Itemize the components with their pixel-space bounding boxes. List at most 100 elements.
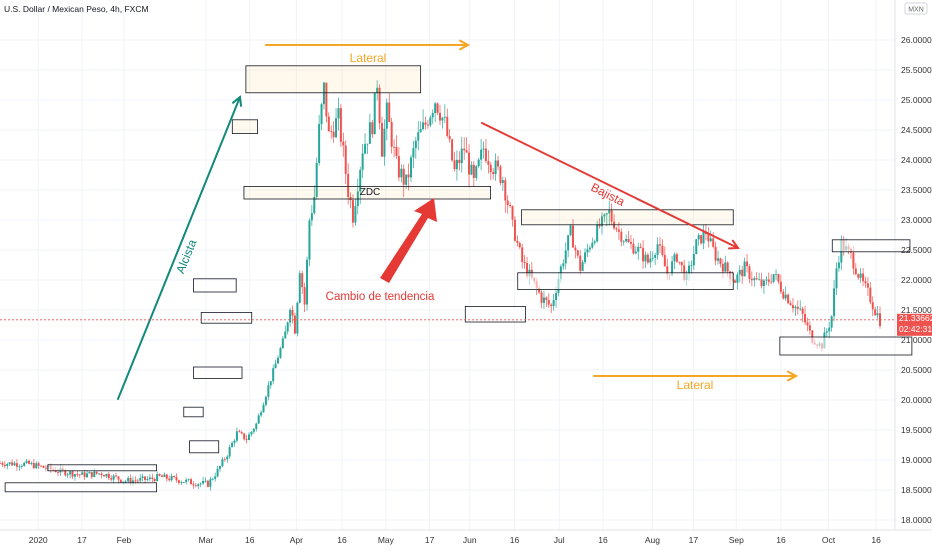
candle xyxy=(775,269,778,281)
candle xyxy=(600,212,603,235)
candle xyxy=(286,321,289,335)
candle xyxy=(361,143,364,179)
price-tick-label: 20.50000 xyxy=(901,365,932,375)
candle xyxy=(871,296,874,317)
candle xyxy=(499,164,502,186)
candle xyxy=(719,257,722,268)
candle xyxy=(659,237,661,254)
candle xyxy=(153,477,156,483)
symbol-badge[interactable]: MXN xyxy=(904,2,928,15)
candle xyxy=(209,476,212,491)
candle xyxy=(359,166,362,205)
candle xyxy=(380,116,383,157)
candle xyxy=(368,113,371,144)
candle xyxy=(409,154,412,182)
candle xyxy=(426,119,429,129)
candle xyxy=(170,473,173,482)
candle xyxy=(320,102,323,131)
candle xyxy=(3,461,6,469)
candle xyxy=(15,459,18,471)
candle xyxy=(789,300,792,306)
candle xyxy=(680,261,683,273)
time-tick-label: Aug xyxy=(645,535,660,545)
candle xyxy=(714,241,717,266)
candle xyxy=(349,192,352,209)
price-tick-label: 24.00000 xyxy=(901,155,932,165)
candle xyxy=(639,243,642,249)
candle xyxy=(750,271,753,287)
candle xyxy=(221,456,224,468)
time-tick-label: 16 xyxy=(871,535,881,545)
candle xyxy=(0,460,1,464)
candle xyxy=(758,272,761,281)
candle xyxy=(492,167,495,180)
candle xyxy=(487,150,490,174)
candle xyxy=(591,237,594,249)
candle xyxy=(876,305,879,319)
zone-box xyxy=(193,366,243,379)
candle xyxy=(651,251,654,262)
candle xyxy=(306,256,309,311)
candle xyxy=(509,202,512,209)
support-resistance-boxes xyxy=(4,65,913,493)
candle xyxy=(724,255,727,273)
candle xyxy=(177,479,180,485)
trend-change-label: Cambio de tendencia xyxy=(326,291,435,303)
candle xyxy=(424,116,427,130)
zone-box xyxy=(200,311,253,324)
candle xyxy=(804,306,807,326)
candle xyxy=(542,290,545,310)
candle xyxy=(717,250,720,265)
candle xyxy=(441,116,444,129)
candle xyxy=(315,157,318,200)
candle xyxy=(100,472,103,479)
candle xyxy=(231,441,234,448)
candle xyxy=(393,139,396,158)
candle xyxy=(584,248,587,265)
candle xyxy=(422,109,425,131)
time-tick-label: 17 xyxy=(77,535,87,545)
candle xyxy=(468,144,471,188)
candle xyxy=(373,92,376,135)
price-tick-label: 25.00000 xyxy=(901,95,932,105)
candle xyxy=(238,429,241,433)
candle xyxy=(173,475,176,479)
candle xyxy=(692,245,695,271)
candle xyxy=(20,464,23,469)
candle xyxy=(325,82,328,123)
candle xyxy=(862,267,865,286)
candle xyxy=(298,270,301,304)
candle xyxy=(784,286,787,301)
candle xyxy=(808,321,811,335)
candle xyxy=(806,317,809,332)
candle xyxy=(395,135,398,160)
candle xyxy=(746,253,749,273)
candle xyxy=(779,274,782,295)
candle xyxy=(235,427,238,443)
candle xyxy=(127,475,130,484)
candle xyxy=(579,250,582,276)
price-tick-label: 21.00000 xyxy=(901,335,932,345)
candle xyxy=(308,218,311,267)
candle xyxy=(277,355,280,364)
candle xyxy=(472,161,475,187)
candle xyxy=(228,444,231,459)
candle xyxy=(772,274,775,284)
candle xyxy=(342,132,345,157)
candle xyxy=(864,276,867,288)
time-tick-label: 2020 xyxy=(29,535,48,545)
candle xyxy=(37,461,40,469)
candle xyxy=(202,477,205,486)
candle xyxy=(755,272,758,281)
candle xyxy=(854,263,857,276)
candle xyxy=(760,272,763,289)
lateral-bottom-label: Lateral xyxy=(677,378,714,392)
candle xyxy=(28,459,31,465)
time-tick-label: 16 xyxy=(245,535,255,545)
zone-box xyxy=(189,440,220,454)
candle xyxy=(347,163,350,205)
candle xyxy=(497,155,500,171)
chart-title: U.S. Dollar / Mexican Peso, 4h, FXCM xyxy=(4,4,149,14)
